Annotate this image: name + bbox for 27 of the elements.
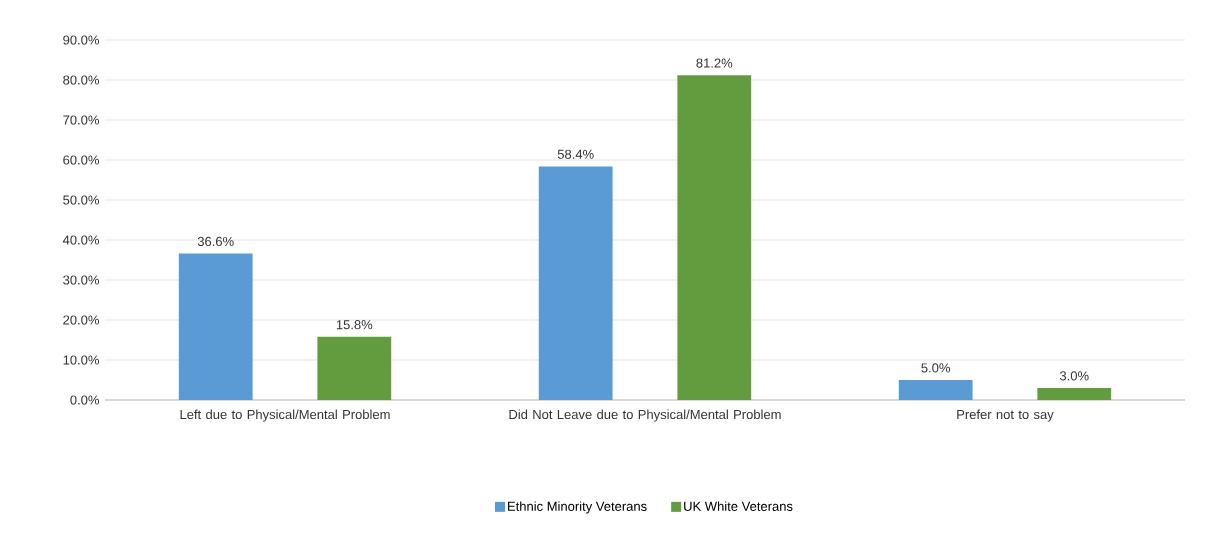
- y-tick-label: 20.0%: [63, 315, 100, 325]
- data-label: 81.2%: [696, 58, 733, 68]
- y-tick-label: 60.0%: [63, 155, 100, 165]
- x-tick-label: Prefer not to say: [957, 409, 1054, 422]
- bar: [538, 166, 613, 400]
- y-tick-label: 40.0%: [62, 235, 100, 245]
- bar: [317, 336, 392, 400]
- bar: [1037, 387, 1112, 400]
- y-tick-label: 80.0%: [63, 75, 100, 85]
- y-tick-label: 30.0%: [63, 275, 100, 285]
- data-label: 3.0%: [1059, 371, 1089, 381]
- data-label: 58.4%: [557, 149, 594, 159]
- x-tick-label: Did Not Leave due to Physical/Mental Problem: [509, 409, 781, 422]
- data-label: 15.8%: [336, 320, 373, 330]
- data-label: 36.6%: [197, 236, 234, 247]
- y-tick-label: 50.0%: [63, 195, 100, 205]
- legend-label: UK White Veterans: [684, 501, 793, 511]
- y-tick-label: 10.0%: [63, 355, 100, 365]
- bar: [898, 379, 973, 400]
- y-tick-label: 70.0%: [63, 115, 100, 125]
- y-tick-label: 90.0%: [63, 35, 100, 45]
- x-tick-label: Left due to Physical/Mental Problem: [180, 409, 390, 422]
- y-tick-label: 0.0%: [70, 395, 100, 405]
- data-label: 5.0%: [921, 363, 951, 373]
- bar: [677, 75, 752, 400]
- legend-label: Ethnic Minority Veterans: [508, 501, 647, 514]
- bar: [178, 253, 253, 400]
